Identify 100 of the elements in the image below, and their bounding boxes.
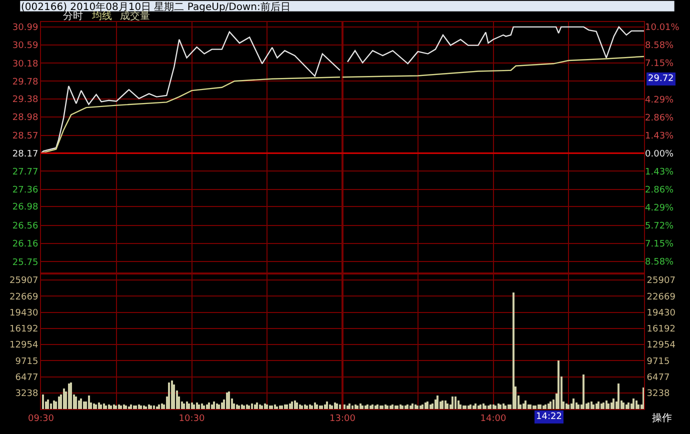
bar	[352, 405, 354, 409]
bar	[208, 402, 210, 409]
bar	[218, 404, 220, 409]
bar	[492, 404, 494, 409]
y-tick-label: 9715	[646, 356, 670, 367]
y-tick-label: 29.78	[12, 77, 38, 88]
bar	[98, 402, 100, 409]
bar	[248, 405, 250, 409]
bar	[243, 405, 245, 409]
bar	[246, 404, 248, 409]
bar	[424, 402, 426, 409]
bar	[334, 402, 336, 409]
bar	[608, 403, 610, 409]
bar	[382, 405, 384, 409]
bar	[120, 405, 122, 409]
bar	[296, 402, 298, 409]
bar	[512, 292, 514, 409]
bar	[203, 405, 205, 409]
bar	[482, 403, 484, 409]
bar	[444, 400, 446, 409]
bar	[488, 405, 490, 409]
bar	[354, 404, 356, 409]
bar	[396, 405, 398, 409]
bar	[133, 405, 135, 409]
text: 1.43%	[645, 131, 674, 142]
bar	[436, 395, 438, 409]
bar	[286, 404, 288, 409]
bar	[145, 406, 147, 409]
bar	[494, 405, 496, 409]
bar	[414, 404, 416, 409]
bar	[442, 400, 444, 409]
bar	[50, 403, 52, 409]
bar	[198, 404, 200, 409]
text: 0.00%	[645, 149, 674, 160]
text: 成交量	[120, 10, 150, 22]
bar	[530, 404, 532, 409]
bar	[339, 404, 341, 409]
bar	[390, 405, 392, 409]
text: 7.15%	[645, 59, 674, 70]
bar	[508, 404, 510, 409]
y-tick-label: 29.38	[12, 95, 38, 106]
bar	[304, 404, 306, 409]
bar	[540, 404, 542, 409]
bar	[504, 405, 506, 409]
bar	[400, 404, 402, 409]
y-tick-label: 3238	[646, 389, 670, 400]
bar	[478, 405, 480, 409]
bar	[422, 404, 424, 409]
y-tick-label: 19430	[10, 308, 38, 318]
bar	[100, 404, 102, 409]
bar	[362, 405, 364, 409]
bar	[311, 405, 313, 409]
bar	[370, 405, 372, 409]
bar	[460, 404, 462, 409]
bar	[612, 398, 614, 409]
bar	[544, 404, 546, 409]
bar	[156, 406, 158, 409]
bar	[110, 405, 112, 409]
bar	[498, 403, 500, 409]
bar	[412, 403, 414, 409]
bar	[454, 396, 456, 409]
bar	[550, 401, 552, 409]
y-tick-label: 30.99	[12, 23, 38, 34]
bar	[63, 388, 65, 409]
bar	[193, 404, 195, 409]
bar	[600, 403, 602, 409]
text: 14:22	[536, 412, 562, 422]
bar	[171, 380, 173, 409]
bar	[221, 402, 223, 409]
y-tick-label: 27.77	[12, 167, 38, 178]
bar	[618, 383, 620, 409]
bar	[364, 405, 366, 409]
y-tick-label: 26.56	[12, 221, 38, 232]
bar	[534, 405, 536, 409]
bar	[606, 400, 608, 409]
bar	[153, 405, 155, 409]
bar	[538, 404, 540, 409]
text: 29.72	[648, 74, 674, 84]
bar	[140, 405, 142, 409]
text: 1.43%	[645, 167, 674, 178]
bar	[118, 404, 120, 409]
bar	[216, 403, 218, 409]
bar	[474, 403, 476, 409]
bar	[636, 400, 638, 409]
text: 5.72%	[645, 222, 674, 232]
bar	[366, 404, 368, 409]
bar	[321, 405, 323, 409]
bar	[173, 384, 175, 409]
bar	[626, 404, 628, 409]
bar	[610, 402, 612, 409]
bar	[256, 402, 258, 409]
bar	[638, 404, 640, 409]
bar	[468, 405, 470, 409]
bar	[183, 403, 185, 409]
y-tick-label: 28.17	[12, 149, 38, 160]
y-tick-label: 19430	[646, 308, 676, 318]
bar	[196, 402, 198, 409]
bar	[402, 405, 404, 409]
bar	[281, 405, 283, 409]
bar	[301, 405, 303, 409]
